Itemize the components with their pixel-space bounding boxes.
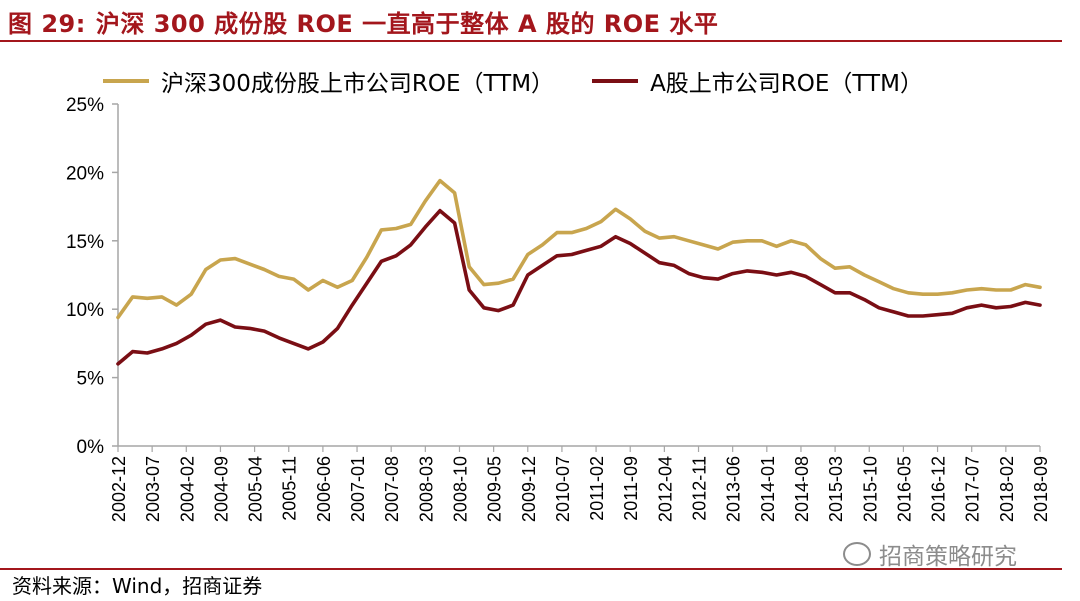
footer-rule <box>0 568 1062 570</box>
source-note: 资料来源：Wind，招商证券 <box>12 574 263 598</box>
x-tick-label: 2010-07 <box>553 456 573 522</box>
legend-label-ashare: A股上市公司ROE（TTM） <box>650 71 923 97</box>
x-tick-label: 2009-05 <box>485 456 505 522</box>
x-tick-label: 2008-03 <box>416 456 436 522</box>
x-tick-label: 2014-01 <box>758 456 778 522</box>
x-tick-label: 2006-06 <box>314 456 334 522</box>
x-tick-label: 2014-08 <box>792 456 812 522</box>
x-tick-label: 2007-08 <box>382 456 402 522</box>
figure-title-text: 沪深 300 成份股 ROE 一直高于整体 A 股的 ROE 水平 <box>95 10 719 38</box>
x-tick-label: 2004-09 <box>211 456 231 522</box>
wechat-icon <box>843 542 871 566</box>
legend-label-hs300: 沪深300成份股上市公司ROE（TTM） <box>161 71 555 97</box>
x-tick-label: 2018-02 <box>997 456 1017 522</box>
x-tick-label: 2012-11 <box>690 456 710 521</box>
x-tick-label: 2012-04 <box>655 456 675 522</box>
x-tick-label: 2009-12 <box>519 456 539 522</box>
x-tick-label: 2017-07 <box>963 456 983 522</box>
x-tick-label: 2005-11 <box>280 456 300 521</box>
watermark: 招商策略研究 <box>843 537 1017 571</box>
y-tick-label: 0% <box>77 437 105 458</box>
x-tick-label: 2016-12 <box>929 456 949 522</box>
legend-swatch-hs300 <box>103 79 149 83</box>
x-tick-label: 2005-04 <box>246 456 266 522</box>
y-tick-label: 5% <box>77 369 105 390</box>
y-tick-label: 20% <box>66 163 104 184</box>
y-tick-label: 25% <box>66 95 104 116</box>
x-tick-label: 2008-10 <box>450 456 470 522</box>
watermark-text: 招商策略研究 <box>879 544 1017 570</box>
x-tick-label: 2013-06 <box>724 456 744 522</box>
x-tick-label: 2003-07 <box>143 456 163 522</box>
series-line-hs300 <box>116 178 1042 320</box>
x-tick-label: 2004-02 <box>177 456 197 522</box>
title-rule <box>0 40 1062 42</box>
x-tick-label: 2011-09 <box>621 456 641 521</box>
y-tick-label: 15% <box>66 232 104 253</box>
x-tick-label: 2015-03 <box>826 456 846 522</box>
x-tick-label: 2002-12 <box>109 456 129 522</box>
figure-title: 图 29: 沪深 300 成份股 ROE 一直高于整体 A 股的 ROE 水平 <box>8 4 718 39</box>
legend-swatch-ashare <box>592 79 639 83</box>
y-tick-label: 10% <box>66 300 104 321</box>
figure-number: 图 29: <box>8 10 86 38</box>
legend-item-ashare: A股上市公司ROE（TTM） <box>592 64 923 98</box>
chart-legend: 沪深300成份股上市公司ROE（TTM） A股上市公司ROE（TTM） <box>103 63 961 99</box>
x-tick-label: 2007-01 <box>348 456 368 522</box>
series-line-ashare <box>116 208 1042 366</box>
x-tick-label: 2016-05 <box>894 456 914 522</box>
legend-item-hs300: 沪深300成份股上市公司ROE（TTM） <box>103 64 554 98</box>
x-tick-label: 2011-02 <box>587 456 607 521</box>
x-tick-label: 2015-10 <box>860 456 880 522</box>
x-tick-label: 2018-09 <box>1031 456 1051 522</box>
